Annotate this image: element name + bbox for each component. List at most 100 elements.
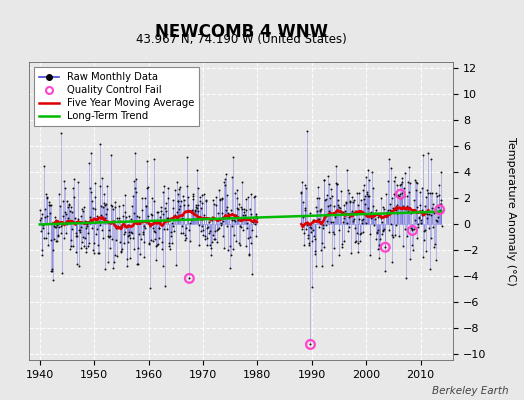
Point: [329, 218, 337, 225]
Point: [394, 205, 402, 211]
Point: [305, 241, 313, 248]
Point: [427, 156, 435, 162]
Point: [181, 234, 190, 241]
Point: [381, 244, 389, 250]
Point: [104, 233, 112, 239]
Point: [209, 197, 217, 204]
Point: [312, 204, 321, 210]
Point: [384, 210, 392, 217]
Point: [438, 223, 446, 229]
Point: [348, 194, 356, 200]
Point: [147, 237, 156, 243]
Point: [184, 227, 193, 233]
Point: [228, 222, 237, 229]
Point: [431, 240, 439, 247]
Point: [369, 211, 377, 217]
Point: [68, 226, 76, 233]
Point: [398, 174, 406, 181]
Point: [110, 218, 118, 224]
Point: [168, 219, 176, 226]
Point: [354, 202, 363, 208]
Point: [128, 193, 137, 199]
Point: [172, 214, 180, 220]
Point: [312, 263, 320, 269]
Point: [87, 189, 95, 195]
Point: [403, 203, 411, 210]
Point: [194, 208, 202, 214]
Point: [437, 200, 445, 207]
Point: [392, 207, 400, 213]
Point: [112, 237, 121, 243]
Point: [84, 243, 92, 250]
Point: [199, 232, 208, 238]
Point: [102, 211, 110, 218]
Point: [436, 196, 445, 203]
Point: [73, 260, 81, 267]
Point: [132, 176, 140, 182]
Point: [227, 173, 236, 180]
Point: [40, 162, 48, 169]
Point: [420, 227, 429, 234]
Point: [309, 227, 318, 233]
Point: [49, 277, 57, 283]
Point: [226, 264, 234, 271]
Point: [419, 254, 427, 260]
Point: [193, 205, 201, 212]
Point: [334, 226, 343, 233]
Point: [302, 222, 311, 228]
Point: [190, 210, 198, 216]
Point: [328, 193, 336, 200]
Point: [211, 228, 220, 234]
Point: [390, 232, 399, 238]
Point: [232, 187, 241, 193]
Point: [56, 220, 64, 226]
Point: [233, 194, 241, 201]
Point: [329, 229, 337, 236]
Point: [350, 210, 358, 216]
Point: [361, 201, 369, 207]
Point: [133, 213, 141, 219]
Point: [189, 190, 198, 197]
Point: [166, 246, 174, 253]
Point: [358, 187, 367, 193]
Point: [252, 233, 260, 239]
Point: [314, 184, 322, 190]
Point: [217, 210, 226, 216]
Point: [45, 201, 53, 208]
Point: [424, 149, 432, 156]
Point: [48, 268, 57, 274]
Point: [361, 192, 369, 199]
Point: [101, 202, 110, 208]
Point: [365, 193, 373, 200]
Point: [208, 216, 216, 223]
Point: [418, 185, 426, 192]
Point: [124, 229, 133, 236]
Point: [181, 232, 190, 238]
Point: [403, 233, 412, 239]
Text: Berkeley Earth: Berkeley Earth: [432, 386, 508, 396]
Point: [52, 217, 60, 224]
Point: [147, 211, 155, 217]
Point: [319, 221, 327, 228]
Point: [433, 218, 441, 224]
Point: [40, 214, 49, 220]
Point: [67, 237, 75, 244]
Point: [99, 204, 107, 210]
Point: [123, 256, 132, 262]
Point: [176, 203, 184, 209]
Point: [405, 164, 413, 170]
Point: [334, 202, 342, 208]
Point: [59, 198, 68, 204]
Point: [199, 227, 207, 234]
Point: [237, 216, 246, 222]
Point: [215, 197, 224, 204]
Point: [210, 201, 219, 207]
Point: [424, 190, 432, 196]
Point: [410, 225, 419, 232]
Point: [111, 199, 119, 206]
Point: [311, 250, 319, 257]
Point: [59, 213, 67, 219]
Point: [305, 224, 314, 230]
Point: [328, 262, 336, 268]
Point: [430, 244, 439, 250]
